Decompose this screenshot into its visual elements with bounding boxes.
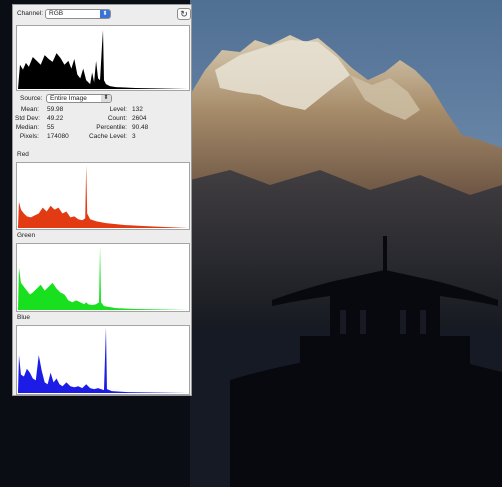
level-label: Level:: [109, 106, 127, 113]
red-histogram: [16, 162, 190, 230]
statistics-block: Source: Entire Image ⬍ Mean: 59.98 Std D…: [13, 94, 193, 149]
green-histogram: [16, 243, 190, 312]
source-select[interactable]: Entire Image ⬍: [46, 94, 112, 103]
count-label: Count:: [107, 115, 127, 122]
mean-value: 59.98: [47, 106, 64, 113]
mean-label: Mean:: [20, 106, 39, 113]
median-value: 55: [47, 124, 55, 131]
source-label: Source:: [20, 95, 43, 102]
source-select-value: Entire Image: [50, 95, 87, 102]
select-arrows-icon: ⬍: [101, 95, 111, 102]
cache-level-value: 3: [132, 133, 136, 140]
channel-label: Channel:: [17, 10, 44, 17]
pixels-value: 174080: [47, 133, 69, 140]
median-label: Median:: [15, 124, 39, 131]
blue-histogram: [16, 325, 190, 395]
pixels-label: Pixels:: [19, 133, 39, 140]
red-histogram-area: [17, 164, 189, 229]
channel-row: Channel: RGB ⬍ ↻: [17, 8, 191, 20]
green-histogram-area: [17, 245, 189, 311]
select-arrows-icon: ⬍: [100, 10, 110, 18]
cache-level-label: Cache Level:: [89, 133, 127, 140]
rgb-histogram: [16, 25, 190, 91]
stddev-value: 49.22: [47, 115, 64, 122]
blue-channel-title: Blue: [17, 314, 31, 321]
channel-select[interactable]: RGB ⬍: [45, 9, 111, 19]
percentile-label: Percentile:: [96, 124, 127, 131]
level-value: 132: [132, 106, 143, 113]
blue-histogram-area: [17, 326, 189, 394]
stddev-label: Std Dev:: [15, 115, 40, 122]
channel-select-value: RGB: [49, 10, 64, 17]
refresh-icon[interactable]: ↻: [177, 8, 191, 20]
red-channel-title: Red: [17, 151, 29, 158]
green-channel-title: Green: [17, 232, 36, 239]
histogram-panel: Channel: RGB ⬍ ↻ Source: Entire Image ⬍ …: [12, 4, 192, 396]
rgb-histogram-area: [17, 29, 189, 90]
count-value: 2604: [132, 115, 147, 122]
percentile-value: 90.48: [132, 124, 149, 131]
